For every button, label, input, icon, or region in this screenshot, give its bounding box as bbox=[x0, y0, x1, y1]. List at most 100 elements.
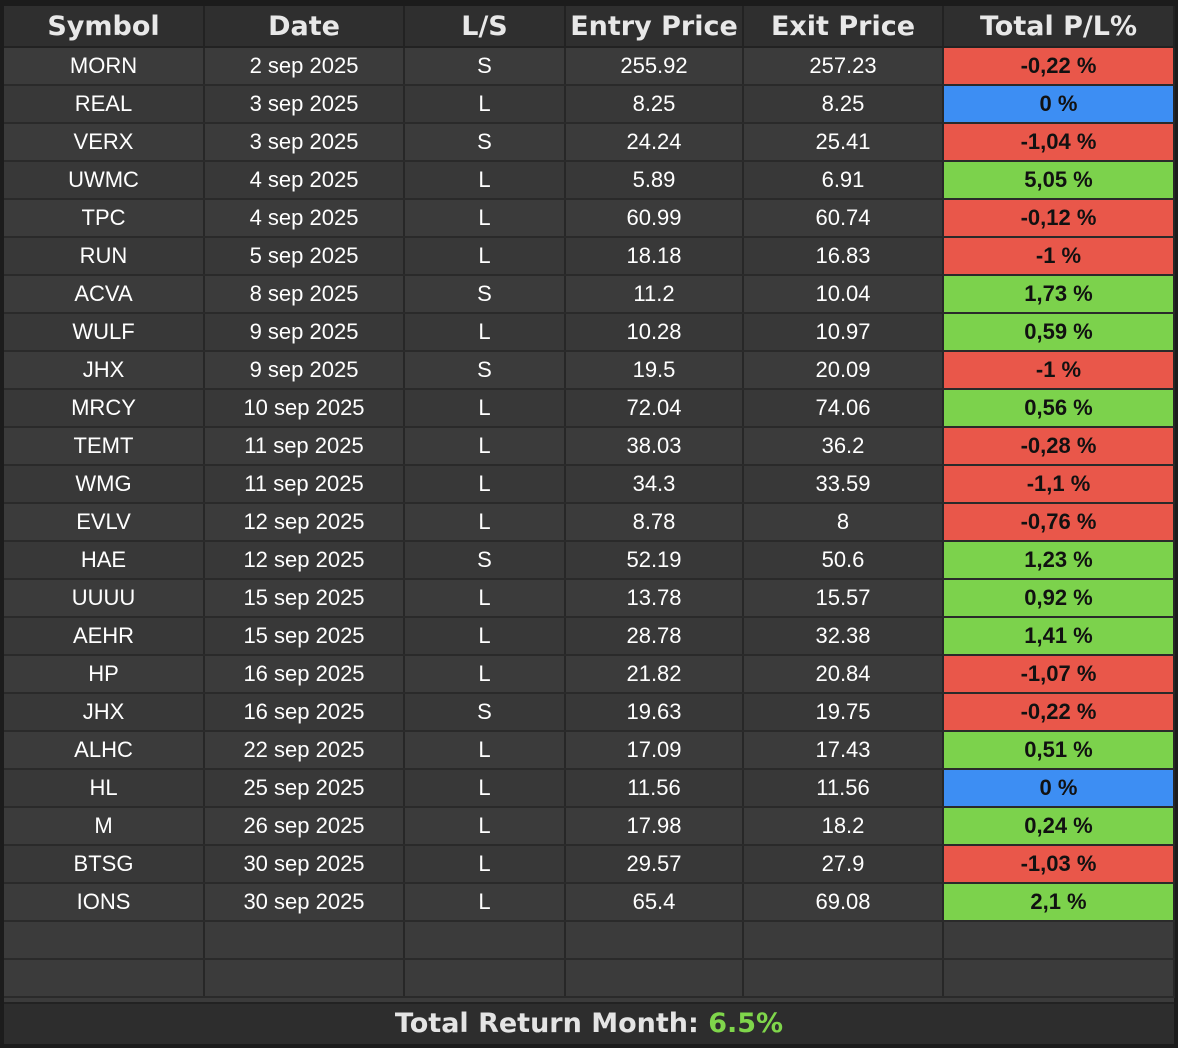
cell-entry-price[interactable]: 28.78 bbox=[565, 617, 744, 656]
cell-exit-price[interactable]: 60.74 bbox=[743, 199, 944, 238]
cell-entry-price[interactable]: 60.99 bbox=[565, 199, 744, 238]
cell-entry-price[interactable]: 8.25 bbox=[565, 85, 744, 124]
cell-date[interactable]: 4 sep 2025 bbox=[204, 161, 405, 200]
cell-exit-price[interactable]: 27.9 bbox=[743, 845, 944, 884]
table-row[interactable]: MRCY 10 sep 2025 L 72.04 74.06 0,56 % bbox=[4, 389, 1175, 428]
cell-exit-price[interactable]: 15.57 bbox=[743, 579, 944, 618]
cell-date[interactable]: 9 sep 2025 bbox=[204, 313, 405, 352]
cell-total-pl[interactable]: -0,76 % bbox=[943, 503, 1175, 542]
cell-total-pl[interactable]: 0,24 % bbox=[943, 807, 1175, 846]
cell-side[interactable]: S bbox=[404, 541, 566, 580]
cell-total-pl[interactable]: -1,04 % bbox=[943, 123, 1175, 162]
cell-date[interactable]: 30 sep 2025 bbox=[204, 845, 405, 884]
empty-row[interactable] bbox=[4, 959, 1175, 998]
cell-entry-price[interactable]: 65.4 bbox=[565, 883, 744, 922]
cell-exit-price[interactable]: 10.04 bbox=[743, 275, 944, 314]
cell-total-pl[interactable]: 1,23 % bbox=[943, 541, 1175, 580]
cell-total-pl[interactable]: -1 % bbox=[943, 237, 1175, 276]
cell-symbol[interactable]: IONS bbox=[4, 883, 205, 922]
cell-exit-price[interactable]: 17.43 bbox=[743, 731, 944, 770]
cell-date[interactable]: 3 sep 2025 bbox=[204, 85, 405, 124]
cell-side[interactable]: L bbox=[404, 769, 566, 808]
cell-symbol[interactable]: HAE bbox=[4, 541, 205, 580]
cell-entry-price[interactable]: 17.09 bbox=[565, 731, 744, 770]
empty-cell[interactable] bbox=[404, 921, 566, 960]
cell-exit-price[interactable]: 6.91 bbox=[743, 161, 944, 200]
cell-side[interactable]: L bbox=[404, 389, 566, 428]
table-row[interactable]: RUN 5 sep 2025 L 18.18 16.83 -1 % bbox=[4, 237, 1175, 276]
table-row[interactable]: IONS 30 sep 2025 L 65.4 69.08 2,1 % bbox=[4, 883, 1175, 922]
cell-date[interactable]: 25 sep 2025 bbox=[204, 769, 405, 808]
empty-cell[interactable] bbox=[204, 921, 405, 960]
cell-symbol[interactable]: VERX bbox=[4, 123, 205, 162]
table-row[interactable]: BTSG 30 sep 2025 L 29.57 27.9 -1,03 % bbox=[4, 845, 1175, 884]
cell-symbol[interactable]: AEHR bbox=[4, 617, 205, 656]
cell-side[interactable]: L bbox=[404, 313, 566, 352]
cell-side[interactable]: L bbox=[404, 883, 566, 922]
cell-side[interactable]: L bbox=[404, 465, 566, 504]
table-row[interactable]: HP 16 sep 2025 L 21.82 20.84 -1,07 % bbox=[4, 655, 1175, 694]
cell-side[interactable]: S bbox=[404, 123, 566, 162]
cell-date[interactable]: 12 sep 2025 bbox=[204, 503, 405, 542]
cell-date[interactable]: 11 sep 2025 bbox=[204, 465, 405, 504]
cell-symbol[interactable]: ACVA bbox=[4, 275, 205, 314]
empty-cell[interactable] bbox=[404, 959, 566, 998]
table-row[interactable]: HL 25 sep 2025 L 11.56 11.56 0 % bbox=[4, 769, 1175, 808]
cell-entry-price[interactable]: 19.5 bbox=[565, 351, 744, 390]
table-row[interactable]: EVLV 12 sep 2025 L 8.78 8 -0,76 % bbox=[4, 503, 1175, 542]
cell-date[interactable]: 5 sep 2025 bbox=[204, 237, 405, 276]
cell-symbol[interactable]: WMG bbox=[4, 465, 205, 504]
cell-date[interactable]: 8 sep 2025 bbox=[204, 275, 405, 314]
empty-cell[interactable] bbox=[4, 959, 205, 998]
cell-exit-price[interactable]: 20.09 bbox=[743, 351, 944, 390]
cell-symbol[interactable]: HL bbox=[4, 769, 205, 808]
cell-exit-price[interactable]: 32.38 bbox=[743, 617, 944, 656]
table-row[interactable]: ACVA 8 sep 2025 S 11.2 10.04 1,73 % bbox=[4, 275, 1175, 314]
empty-cell[interactable] bbox=[943, 959, 1175, 998]
cell-side[interactable]: S bbox=[404, 275, 566, 314]
empty-row[interactable] bbox=[4, 921, 1175, 960]
cell-exit-price[interactable]: 19.75 bbox=[743, 693, 944, 732]
cell-exit-price[interactable]: 11.56 bbox=[743, 769, 944, 808]
cell-symbol[interactable]: JHX bbox=[4, 351, 205, 390]
cell-date[interactable]: 3 sep 2025 bbox=[204, 123, 405, 162]
cell-entry-price[interactable]: 21.82 bbox=[565, 655, 744, 694]
empty-cell[interactable] bbox=[743, 921, 944, 960]
cell-total-pl[interactable]: -1,03 % bbox=[943, 845, 1175, 884]
cell-symbol[interactable]: M bbox=[4, 807, 205, 846]
cell-entry-price[interactable]: 11.2 bbox=[565, 275, 744, 314]
cell-symbol[interactable]: JHX bbox=[4, 693, 205, 732]
table-row[interactable]: WMG 11 sep 2025 L 34.3 33.59 -1,1 % bbox=[4, 465, 1175, 504]
column-header-symbol[interactable]: Symbol bbox=[4, 6, 205, 48]
cell-exit-price[interactable]: 257.23 bbox=[743, 47, 944, 86]
cell-entry-price[interactable]: 8.78 bbox=[565, 503, 744, 542]
cell-symbol[interactable]: UUUU bbox=[4, 579, 205, 618]
cell-exit-price[interactable]: 36.2 bbox=[743, 427, 944, 466]
cell-total-pl[interactable]: 0,59 % bbox=[943, 313, 1175, 352]
cell-date[interactable]: 15 sep 2025 bbox=[204, 579, 405, 618]
cell-total-pl[interactable]: 0,56 % bbox=[943, 389, 1175, 428]
cell-side[interactable]: L bbox=[404, 161, 566, 200]
cell-total-pl[interactable]: 5,05 % bbox=[943, 161, 1175, 200]
table-row[interactable]: WULF 9 sep 2025 L 10.28 10.97 0,59 % bbox=[4, 313, 1175, 352]
table-row[interactable]: HAE 12 sep 2025 S 52.19 50.6 1,23 % bbox=[4, 541, 1175, 580]
table-row[interactable]: M 26 sep 2025 L 17.98 18.2 0,24 % bbox=[4, 807, 1175, 846]
cell-entry-price[interactable]: 34.3 bbox=[565, 465, 744, 504]
cell-exit-price[interactable]: 16.83 bbox=[743, 237, 944, 276]
cell-total-pl[interactable]: 2,1 % bbox=[943, 883, 1175, 922]
cell-total-pl[interactable]: 1,73 % bbox=[943, 275, 1175, 314]
cell-symbol[interactable]: HP bbox=[4, 655, 205, 694]
cell-entry-price[interactable]: 11.56 bbox=[565, 769, 744, 808]
table-row[interactable]: TPC 4 sep 2025 L 60.99 60.74 -0,12 % bbox=[4, 199, 1175, 238]
cell-exit-price[interactable]: 20.84 bbox=[743, 655, 944, 694]
cell-entry-price[interactable]: 24.24 bbox=[565, 123, 744, 162]
empty-cell[interactable] bbox=[943, 921, 1175, 960]
cell-date[interactable]: 16 sep 2025 bbox=[204, 693, 405, 732]
cell-date[interactable]: 26 sep 2025 bbox=[204, 807, 405, 846]
cell-date[interactable]: 30 sep 2025 bbox=[204, 883, 405, 922]
empty-cell[interactable] bbox=[4, 921, 205, 960]
cell-symbol[interactable]: MRCY bbox=[4, 389, 205, 428]
column-header-total-pl[interactable]: Total P/L% bbox=[943, 6, 1175, 48]
cell-symbol[interactable]: WULF bbox=[4, 313, 205, 352]
cell-entry-price[interactable]: 19.63 bbox=[565, 693, 744, 732]
